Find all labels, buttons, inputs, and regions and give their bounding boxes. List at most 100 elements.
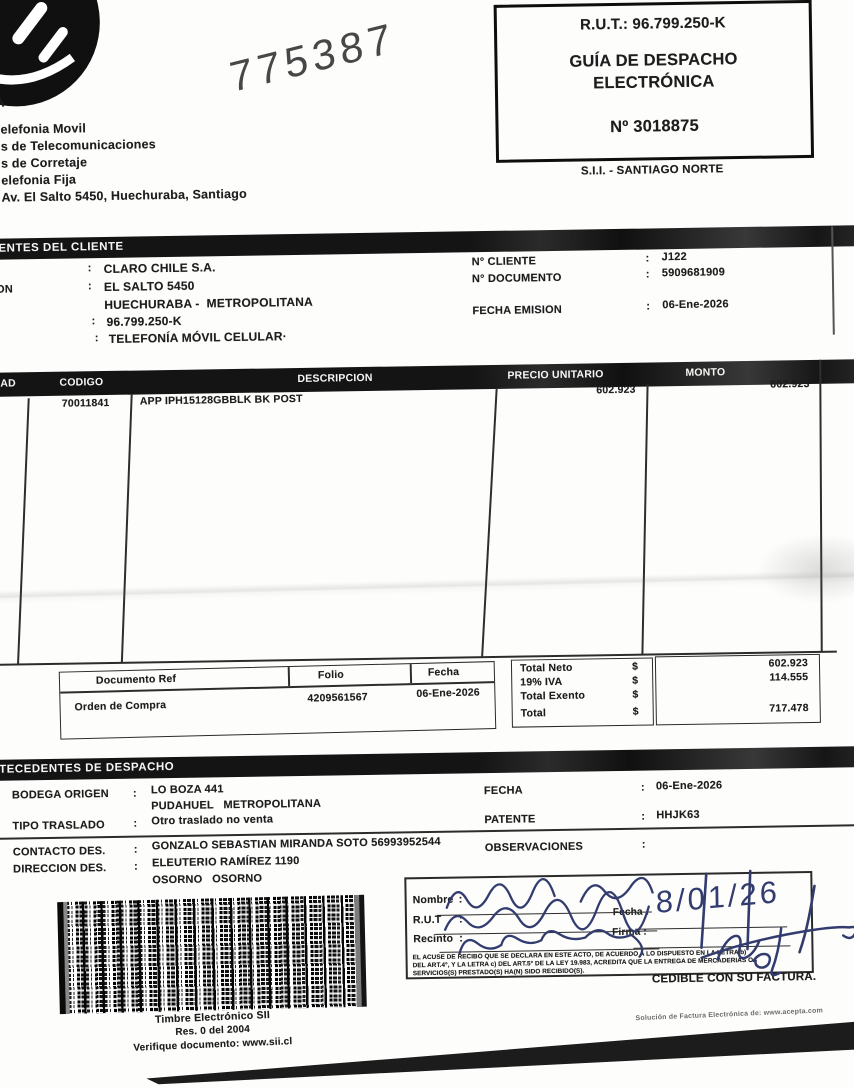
colon: :: [641, 810, 646, 823]
direccion-line1: ELEUTERIO RAMÍREZ 1190: [151, 855, 300, 870]
colon: :: [646, 300, 651, 313]
tipo-traslado-label: TIPO TRASLADO: [12, 819, 105, 833]
tipo-traslado-value: Otro traslado no venta: [151, 813, 274, 828]
client-name: CLARO CHILE S.A.: [103, 260, 216, 277]
recinto-scribble: [458, 929, 644, 958]
client-section-bar: ANTECEDENTES DEL CLIENTE: [0, 225, 854, 260]
totals-labels-box: Total Neto $ 19% IVA $ Total Exento $ To…: [510, 657, 654, 728]
fold-crease: [0, 569, 854, 605]
ref-header-fecha: Fecha: [427, 665, 460, 679]
bodega-line2: PUDAHUEL METROPOLITANA: [151, 797, 322, 813]
stamp-title-line1: GUÍA DE DESPACHO: [569, 50, 738, 71]
table-line-precio: [641, 384, 649, 655]
table-line-right: [819, 359, 823, 652]
contacto-label: CONTACTO DES.: [12, 845, 106, 859]
patente-value: HHJK63: [656, 808, 700, 822]
references-sep-2: [409, 664, 412, 684]
total-neto-label: Total Neto: [519, 661, 573, 675]
contacto-value: GONZALO SEBASTIAN MIRANDA SOTO 569939525…: [151, 835, 441, 853]
ref-doc: Orden de Compra: [74, 699, 167, 714]
fold-smudge: [754, 533, 854, 605]
n-cliente-value: J122: [661, 250, 687, 264]
colon: :: [87, 280, 92, 293]
fecha-emision-value: 06-Ene-2026: [662, 298, 729, 312]
n-cliente-label: N° CLIENTE: [471, 255, 537, 269]
supplier-line: s de Corretaje: [0, 155, 88, 171]
iva-value: 114.555: [769, 671, 809, 684]
client-section-title: ANTECEDENTES DEL CLIENTE: [0, 240, 124, 256]
client-address: EL SALTO 5450: [103, 278, 195, 295]
date-tail-stroke: [798, 884, 816, 954]
n-documento-value: 5909681909: [661, 266, 726, 280]
colon: :: [134, 860, 139, 873]
despacho-section-title: ANTECEDENTES DE DESPACHO: [0, 760, 175, 776]
colon: :: [87, 262, 92, 275]
signature-swoop: [700, 925, 854, 959]
sii-office: S.I.I. - SANTIAGO NORTE: [580, 163, 724, 178]
supplier-line: s de Telecomunicaciones: [0, 137, 156, 154]
colon: :: [640, 781, 645, 794]
stamp-number: Nº 3018875: [610, 116, 700, 137]
col-cantidad: CANTIDAD: [0, 377, 17, 391]
logo-text-fragment: A: [0, 94, 5, 110]
rut-scribble: [443, 891, 650, 933]
item-monto: 602.923: [770, 377, 810, 391]
currency-sign: $: [632, 705, 639, 718]
handwritten-number: 775387: [226, 13, 399, 102]
colon: :: [133, 843, 138, 856]
currency-sign: $: [632, 674, 639, 687]
ref-folio: 4209561567: [307, 691, 369, 705]
supplier-line: elefonia Fija: [1, 172, 77, 188]
exento-value: [656, 685, 808, 687]
colon: :: [645, 268, 650, 281]
scan-edge-artifact: [146, 1021, 854, 1085]
n-documento-label: N° DOCUMENTO: [471, 271, 562, 286]
supplier-address: Av. El Salto 5450, Huechuraba, Santiago: [1, 186, 248, 205]
currency-sign: $: [631, 660, 639, 673]
total-neto-value: 602.923: [768, 657, 809, 670]
observaciones-label: OBSERVACIONES: [484, 840, 584, 855]
total-value: 717.478: [769, 702, 809, 715]
date-slash-strokes: [700, 869, 752, 951]
despacho-fecha-label: FECHA: [483, 784, 523, 798]
pdf417-barcode: [57, 894, 367, 1015]
signature-handwriting: [443, 869, 854, 977]
signature-descender: [752, 927, 783, 977]
totals-values-box: 602.923 114.555 717.478: [654, 653, 821, 726]
colon: :: [132, 787, 137, 800]
ref-fecha: 06-Ene-2026: [416, 686, 481, 700]
item-descripcion: APP IPH15128GBBLK BK POST: [139, 392, 303, 408]
item-precio-unitario: 602.923: [596, 383, 636, 397]
references-table: Documento Ref Folio Fecha Orden de Compr…: [58, 661, 497, 740]
sii-stamp-box: R.U.T.: 96.799.250-K GUÍA DE DESPACHO EL…: [493, 0, 815, 163]
colon: :: [641, 838, 646, 851]
despacho-section-bar: ANTECEDENTES DE DESPACHO: [0, 745, 854, 781]
table-line-left: [17, 398, 30, 665]
ref-header-doc: Documento Ref: [95, 672, 177, 687]
colon: :: [133, 817, 138, 830]
client-commune: HUECHURABA - METROPOLITANA: [104, 294, 314, 313]
despacho-fecha-value: 06-Ene-2026: [655, 779, 723, 793]
direccion-line2: OSORNO OSORNO: [152, 872, 263, 887]
client-label-fragment: ON: [0, 283, 14, 296]
item-codigo: 70011841: [61, 396, 110, 410]
fecha-emision-label: FECHA EMISION: [472, 303, 563, 318]
col-codigo: CODIGO: [59, 376, 104, 389]
col-precio-unitario: PRECIO UNITARIO: [507, 368, 604, 382]
table-line-descripcion: [481, 388, 498, 657]
signature-loop: [716, 934, 761, 961]
currency-sign: $: [632, 688, 639, 701]
bodega-line1: LO BOZA 441: [150, 783, 224, 797]
ref-header-folio: Folio: [317, 668, 345, 682]
total-label: Total: [520, 707, 547, 720]
iva-label: 19% IVA: [520, 675, 563, 689]
client-giro: TELEFONÍA MÓVIL CELULAR·: [108, 329, 288, 346]
colon: :: [645, 252, 650, 265]
colon: :: [94, 332, 99, 345]
stamp-rut: R.U.T.: 96.799.250-K: [579, 14, 726, 34]
patente-label: PATENTE: [484, 813, 536, 827]
references-sep-1: [287, 667, 290, 687]
client-rut: 96.799.250-K: [106, 313, 182, 330]
bodega-label: BODEGA ORIGEN: [11, 788, 109, 802]
